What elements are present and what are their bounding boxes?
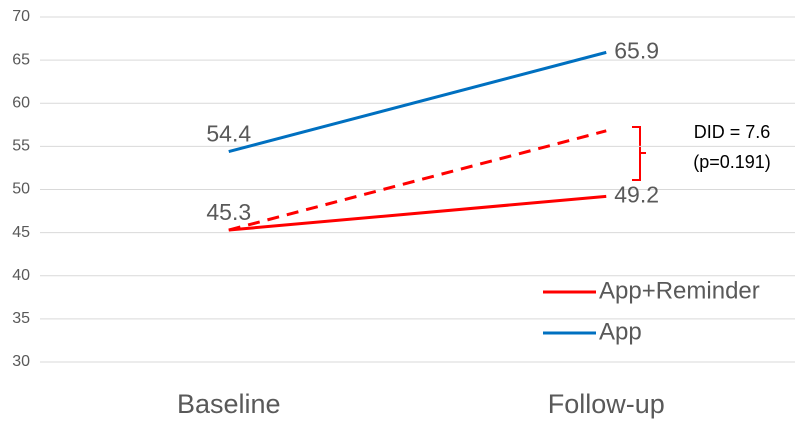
line	[228, 194, 607, 232]
legend-label: App+Reminder	[599, 277, 760, 304]
y-tick-label: 55	[12, 138, 30, 155]
data-label: 65.9	[614, 37, 659, 63]
y-tick-label: 45	[12, 224, 30, 241]
did-bracket	[632, 126, 646, 181]
x-tick-label: Baseline	[177, 389, 281, 419]
y-tick-label: 50	[12, 181, 30, 198]
y-tick-label: 65	[12, 51, 30, 68]
y-tick-label: 40	[12, 267, 30, 284]
annotation: DID = 7.6	[694, 122, 771, 142]
y-tick-label: 60	[12, 94, 30, 111]
annotation: (p=0.191)	[693, 152, 771, 172]
data-label: 49.2	[614, 181, 659, 207]
data-label: 45.3	[206, 199, 251, 225]
legend-label: App	[599, 318, 642, 345]
data-label: 54.4	[206, 121, 251, 147]
y-tick-label: 70	[12, 8, 30, 25]
line	[228, 50, 607, 154]
y-tick-label: 35	[12, 310, 30, 327]
y-tick-label: 30	[12, 353, 30, 370]
x-tick-label: Follow-up	[548, 389, 665, 419]
dashed-line	[228, 129, 607, 232]
